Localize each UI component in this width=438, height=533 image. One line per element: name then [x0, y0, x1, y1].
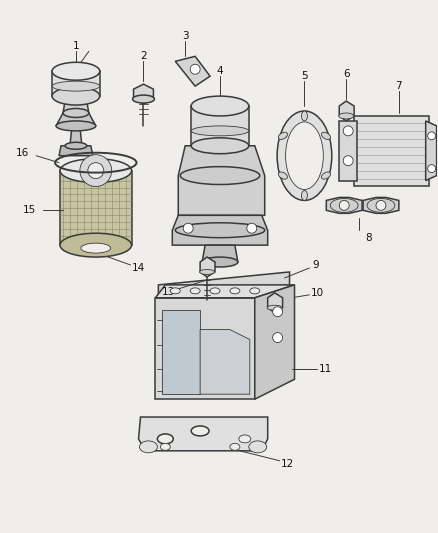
Circle shape	[88, 163, 104, 179]
Polygon shape	[52, 71, 100, 96]
Ellipse shape	[63, 109, 89, 117]
Ellipse shape	[56, 121, 96, 131]
Ellipse shape	[286, 122, 323, 190]
Circle shape	[427, 132, 436, 140]
Ellipse shape	[277, 111, 332, 200]
Polygon shape	[172, 215, 268, 245]
Ellipse shape	[191, 126, 249, 136]
Ellipse shape	[81, 243, 111, 253]
Ellipse shape	[191, 96, 249, 116]
Circle shape	[183, 223, 193, 233]
Ellipse shape	[230, 288, 240, 294]
Polygon shape	[155, 285, 294, 298]
Circle shape	[427, 165, 436, 173]
Circle shape	[80, 155, 112, 187]
Text: 3: 3	[182, 31, 188, 42]
Ellipse shape	[321, 132, 331, 140]
Polygon shape	[155, 298, 255, 399]
Ellipse shape	[140, 441, 157, 453]
Ellipse shape	[239, 435, 251, 443]
Polygon shape	[162, 310, 200, 394]
Ellipse shape	[60, 233, 131, 257]
Polygon shape	[354, 116, 429, 185]
Polygon shape	[200, 329, 250, 394]
Ellipse shape	[202, 257, 238, 267]
Polygon shape	[134, 84, 153, 104]
Text: 1: 1	[73, 42, 79, 51]
Polygon shape	[426, 121, 437, 181]
Polygon shape	[200, 257, 215, 277]
Ellipse shape	[279, 172, 287, 179]
Polygon shape	[191, 106, 249, 146]
Text: 12: 12	[281, 459, 294, 469]
Polygon shape	[178, 146, 265, 215]
Text: 4: 4	[217, 66, 223, 76]
Text: 15: 15	[23, 205, 36, 215]
Text: 11: 11	[319, 365, 332, 374]
Ellipse shape	[267, 305, 282, 310]
Ellipse shape	[230, 443, 240, 450]
Ellipse shape	[65, 142, 87, 149]
Polygon shape	[339, 101, 354, 121]
Polygon shape	[60, 171, 131, 245]
Text: 2: 2	[140, 51, 147, 61]
Polygon shape	[63, 96, 89, 113]
Text: 14: 14	[132, 263, 145, 273]
Circle shape	[343, 156, 353, 166]
Ellipse shape	[249, 441, 267, 453]
Ellipse shape	[301, 111, 307, 121]
Ellipse shape	[52, 62, 100, 80]
Text: 13: 13	[162, 287, 175, 297]
Text: 16: 16	[16, 148, 29, 158]
Text: 6: 6	[343, 69, 350, 79]
Polygon shape	[138, 417, 268, 451]
Text: 8: 8	[366, 233, 372, 243]
Ellipse shape	[52, 87, 100, 105]
Text: 5: 5	[301, 71, 308, 81]
Ellipse shape	[279, 132, 287, 140]
Ellipse shape	[190, 288, 200, 294]
Ellipse shape	[160, 443, 170, 450]
Ellipse shape	[170, 288, 180, 294]
Circle shape	[190, 64, 200, 74]
Circle shape	[339, 200, 349, 211]
Ellipse shape	[60, 159, 131, 182]
Polygon shape	[339, 121, 357, 181]
Ellipse shape	[175, 223, 265, 238]
Text: 9: 9	[312, 260, 319, 270]
Polygon shape	[326, 197, 362, 213]
Polygon shape	[175, 56, 210, 86]
Polygon shape	[56, 113, 96, 126]
Polygon shape	[159, 272, 290, 298]
Text: 10: 10	[311, 288, 324, 298]
Ellipse shape	[200, 270, 215, 274]
Ellipse shape	[301, 190, 307, 200]
Polygon shape	[59, 146, 93, 156]
Polygon shape	[268, 293, 283, 313]
Circle shape	[247, 223, 257, 233]
Ellipse shape	[210, 288, 220, 294]
Ellipse shape	[180, 167, 260, 184]
Polygon shape	[363, 197, 399, 213]
Ellipse shape	[133, 95, 155, 103]
Text: 7: 7	[396, 81, 402, 91]
Polygon shape	[70, 126, 82, 146]
Circle shape	[343, 126, 353, 136]
Ellipse shape	[157, 434, 173, 444]
Ellipse shape	[191, 426, 209, 436]
Ellipse shape	[321, 172, 331, 179]
Polygon shape	[255, 285, 294, 399]
Ellipse shape	[52, 81, 100, 91]
Circle shape	[273, 333, 283, 343]
Circle shape	[376, 200, 386, 211]
Ellipse shape	[339, 113, 353, 119]
Ellipse shape	[191, 138, 249, 154]
Polygon shape	[202, 245, 238, 262]
Circle shape	[273, 307, 283, 317]
Ellipse shape	[250, 288, 260, 294]
